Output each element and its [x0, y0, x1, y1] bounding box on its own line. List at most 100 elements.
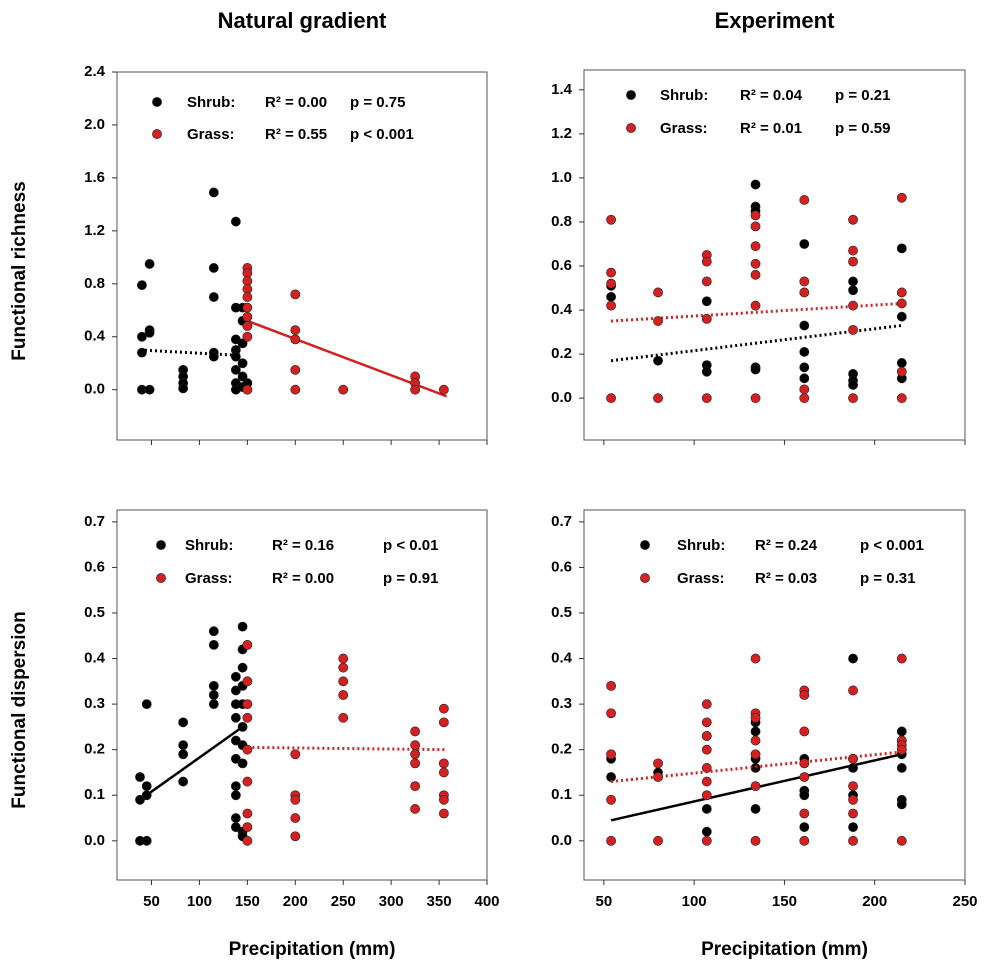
- data-point: [338, 690, 349, 700]
- y-tick-label: 0.8: [84, 275, 105, 292]
- data-point: [242, 331, 253, 342]
- data-point: [848, 245, 858, 256]
- data-point: [230, 364, 241, 375]
- data-point: [896, 744, 907, 755]
- y-tick-label: 0.7: [551, 513, 572, 530]
- data-point: [799, 239, 810, 249]
- data-point: [135, 772, 145, 782]
- data-point: [144, 259, 155, 269]
- p-stat: p < 0.001: [860, 537, 924, 554]
- data-point: [208, 626, 219, 637]
- data-point: [701, 731, 712, 741]
- data-point: [137, 280, 147, 291]
- y-tick-label: 0.2: [551, 345, 572, 362]
- data-point: [410, 749, 421, 760]
- data-point: [750, 804, 761, 814]
- data-point: [606, 267, 616, 278]
- data-point: [338, 662, 349, 673]
- y-tick-label: 0.4: [551, 650, 573, 667]
- data-point: [653, 835, 663, 846]
- data-point: [438, 808, 449, 819]
- data-point: [242, 292, 253, 302]
- data-point: [848, 393, 858, 404]
- y-tick-label: 0.4: [84, 650, 106, 667]
- data-point: [750, 653, 761, 664]
- data-point: [848, 324, 858, 335]
- data-point: [230, 216, 241, 227]
- data-point: [799, 790, 810, 801]
- y-tick-label: 2.0: [84, 116, 105, 133]
- y-tick-label: 1.4: [551, 81, 573, 98]
- panel-title: Natural gradient: [218, 8, 387, 33]
- data-point: [290, 289, 301, 300]
- data-point: [438, 703, 449, 714]
- data-point: [141, 781, 152, 792]
- y-tick-label: 0.0: [551, 389, 572, 406]
- data-point: [750, 258, 761, 269]
- legend-label: Grass:: [660, 120, 708, 137]
- y-tick-label: 0.1: [84, 786, 105, 803]
- data-point: [242, 311, 253, 322]
- x-tick-label: 200: [283, 893, 308, 910]
- data-point: [750, 726, 761, 737]
- x-axis-title: Precipitation (mm): [229, 939, 396, 960]
- data-point: [701, 763, 712, 773]
- legend-label: Grass:: [677, 570, 725, 587]
- r2-stat: R² = 0.55: [265, 126, 327, 143]
- legend-label: Shrub:: [660, 87, 708, 104]
- data-point: [750, 393, 761, 404]
- y-tick-label: 0.5: [84, 604, 105, 621]
- data-point: [410, 384, 421, 395]
- data-point: [750, 749, 761, 760]
- data-point: [606, 835, 616, 846]
- y-tick-label: 0.4: [84, 328, 106, 345]
- data-point: [701, 744, 712, 755]
- data-point: [338, 653, 349, 664]
- data-point: [750, 210, 761, 221]
- y-tick-label: 0.4: [551, 301, 573, 318]
- panel: Precipitation (mm) 0.0 0.1 0.2 0.3 0.4 0.5 0.6 0…: [551, 509, 978, 960]
- data-point: [208, 699, 219, 710]
- data-point: [144, 384, 155, 395]
- data-point: [653, 316, 663, 326]
- x-tick-label: 400: [474, 893, 499, 910]
- legend-label: Shrub:: [187, 94, 235, 111]
- data-point: [896, 311, 907, 322]
- fit-line: [610, 323, 902, 363]
- data-point: [242, 776, 253, 787]
- legend-label: Shrub:: [677, 537, 725, 554]
- data-point: [799, 373, 810, 384]
- data-point: [701, 393, 712, 404]
- data-point: [242, 321, 253, 332]
- data-point: [848, 763, 858, 773]
- data-point: [290, 325, 301, 336]
- y-tick-label: 0.6: [551, 558, 572, 575]
- data-point: [848, 380, 858, 390]
- legend-label: Grass:: [187, 126, 235, 143]
- data-point: [606, 278, 616, 289]
- r2-stat: R² = 0.16: [272, 537, 334, 554]
- x-tick-label: 150: [235, 893, 260, 910]
- x-tick-label: 250: [331, 893, 356, 910]
- data-point: [750, 712, 761, 723]
- data-point: [606, 708, 616, 719]
- panel: Experiment 0.0 0.2 0.4 0.6 0.8 1.0 1.2 1.4 Shrub:…: [551, 8, 966, 445]
- data-point: [848, 653, 858, 664]
- data-point: [178, 740, 189, 751]
- plot-frame: [116, 509, 488, 881]
- y-axis-title: Functional dispersion: [9, 611, 30, 808]
- data-point: [230, 813, 241, 823]
- data-point: [230, 781, 241, 792]
- data-point: [799, 822, 810, 833]
- x-tick-label: 100: [187, 893, 212, 910]
- data-point: [208, 351, 219, 362]
- data-point: [208, 292, 219, 302]
- data-point: [242, 699, 253, 710]
- data-point: [799, 320, 810, 331]
- data-point: [290, 813, 301, 823]
- x-tick-label: 50: [143, 893, 160, 910]
- data-point: [701, 276, 712, 287]
- y-tick-label: 0.1: [551, 786, 572, 803]
- data-point: [896, 799, 907, 810]
- plot-frame: [116, 71, 488, 441]
